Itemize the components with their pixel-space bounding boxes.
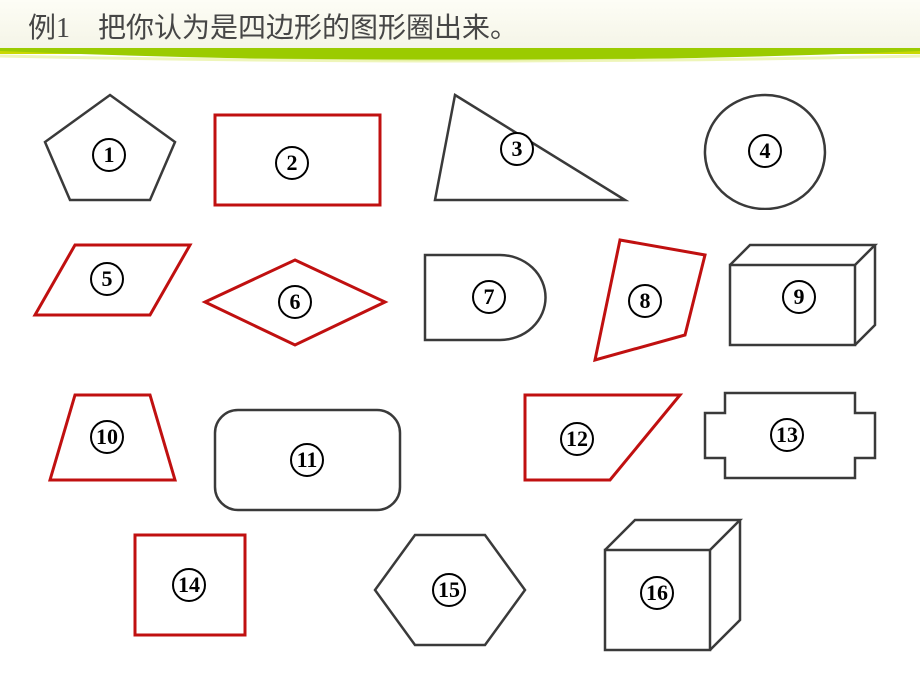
title-prefix: 例1 xyxy=(28,13,70,44)
shape-svg-12 xyxy=(520,390,685,485)
shape-label-13: 13 xyxy=(770,418,804,452)
shape-label-12: 12 xyxy=(560,422,594,456)
shape-label-4: 4 xyxy=(748,134,782,168)
shapes-canvas: 12345678910111213141516 xyxy=(0,60,920,690)
shape-label-5: 5 xyxy=(90,262,124,296)
shape-label-10: 10 xyxy=(90,420,124,454)
shape-label-9: 9 xyxy=(782,280,816,314)
header-bar: 例1 把你认为是四边形的图形圈出来。 xyxy=(0,0,920,54)
shape-label-7: 7 xyxy=(472,280,506,314)
shape-label-6: 6 xyxy=(278,285,312,319)
shape-svg-16 xyxy=(600,515,745,655)
shape-label-11: 11 xyxy=(290,443,324,477)
shape-label-15: 15 xyxy=(432,573,466,607)
title-text: 把你认为是四边形的图形圈出来。 xyxy=(70,13,518,44)
page-title: 例1 把你认为是四边形的图形圈出来。 xyxy=(28,6,518,46)
shape-label-2: 2 xyxy=(275,146,309,180)
shape-label-8: 8 xyxy=(628,284,662,318)
shape-label-3: 3 xyxy=(500,132,534,166)
shape-right-trapezoid xyxy=(520,390,685,485)
shape-label-16: 16 xyxy=(640,576,674,610)
shape-cube xyxy=(600,515,745,655)
shape-label-14: 14 xyxy=(172,568,206,602)
shape-label-1: 1 xyxy=(92,138,126,172)
